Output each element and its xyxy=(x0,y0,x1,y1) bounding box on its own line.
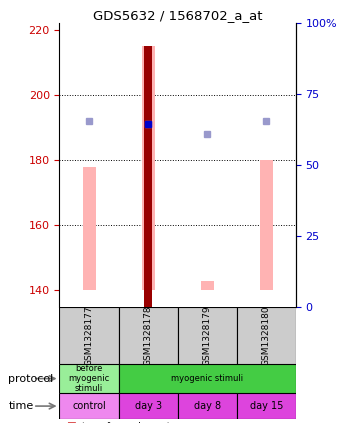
Bar xyxy=(237,307,296,364)
Bar xyxy=(59,393,119,419)
Title: GDS5632 / 1568702_a_at: GDS5632 / 1568702_a_at xyxy=(93,9,262,22)
Text: control: control xyxy=(72,401,106,411)
Bar xyxy=(59,307,119,364)
Text: day 8: day 8 xyxy=(193,401,221,411)
Text: GSM1328179: GSM1328179 xyxy=(203,305,212,365)
Bar xyxy=(119,307,177,364)
Text: GSM1328177: GSM1328177 xyxy=(85,305,94,365)
Text: time: time xyxy=(8,401,34,411)
Bar xyxy=(142,46,155,290)
Text: day 15: day 15 xyxy=(250,401,283,411)
Bar xyxy=(201,280,214,290)
Bar xyxy=(177,393,237,419)
Bar xyxy=(83,167,96,290)
Text: ■: ■ xyxy=(66,421,76,423)
Bar xyxy=(119,364,296,393)
Bar xyxy=(177,307,237,364)
Bar xyxy=(260,160,273,290)
Bar xyxy=(59,364,119,393)
Bar xyxy=(144,46,152,307)
Text: GSM1328180: GSM1328180 xyxy=(262,305,271,365)
Text: transformed count: transformed count xyxy=(82,422,170,423)
Text: protocol: protocol xyxy=(8,374,54,384)
Bar xyxy=(119,393,177,419)
Text: before
myogenic
stimuli: before myogenic stimuli xyxy=(68,364,110,393)
Text: myogenic stimuli: myogenic stimuli xyxy=(171,374,243,383)
Bar xyxy=(237,393,296,419)
Text: GSM1328178: GSM1328178 xyxy=(143,305,153,365)
Text: day 3: day 3 xyxy=(135,401,162,411)
